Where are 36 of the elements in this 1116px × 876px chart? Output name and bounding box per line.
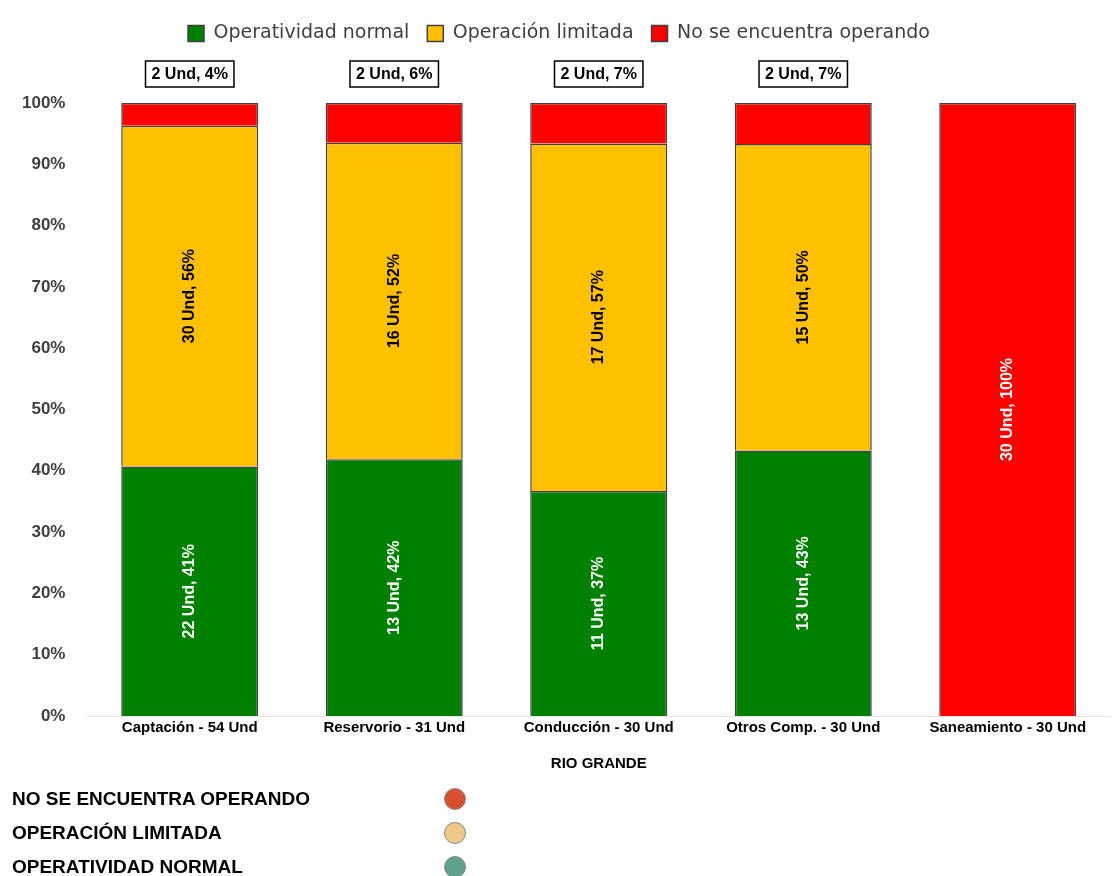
data-label: 2 Und, 7% xyxy=(560,65,637,83)
data-label: 2 Und, 4% xyxy=(151,65,228,83)
text: OPERATIVIDAD NORMAL xyxy=(12,856,244,876)
x-tick-label: Otros Comp. - 30 Und xyxy=(726,718,881,736)
y-tick-label: 70% xyxy=(31,276,66,296)
x-tick-label: Saneamiento - 30 Und xyxy=(929,718,1087,736)
data-label: 13 Und, 42% xyxy=(384,540,402,635)
y-tick-label: 100% xyxy=(22,92,66,112)
legend-label: No se encuentra operando xyxy=(677,20,930,43)
y-tick-label: 50% xyxy=(31,399,66,419)
data-label: 16 Und, 52% xyxy=(384,253,402,349)
y-tick-label: 80% xyxy=(31,215,66,235)
y-tick-label: 30% xyxy=(31,521,66,541)
data-label: 22 Und, 41% xyxy=(180,544,198,639)
data-label: 11 Und, 37% xyxy=(589,556,607,651)
legend-label: Operación limitada xyxy=(452,20,634,43)
data-label: 2 Und, 7% xyxy=(765,65,842,83)
text: OPERACIÓN LIMITADA xyxy=(12,822,223,844)
data-label: 30 Und, 100% xyxy=(998,357,1016,462)
x-tick-label: Captación - 54 Und xyxy=(121,718,258,736)
data-label: 2 Und, 6% xyxy=(356,65,433,83)
y-tick-label: 10% xyxy=(31,644,66,664)
x-tick-label: Reservorio - 31 Und xyxy=(323,718,466,736)
y-tick-label: 20% xyxy=(31,583,66,603)
legend-label: Operatividad normal xyxy=(213,20,410,43)
data-label: 15 Und, 50% xyxy=(793,250,811,345)
text: RIO GRANDE xyxy=(550,754,647,772)
y-tick-label: 60% xyxy=(31,337,66,357)
data-label: 30 Und, 56% xyxy=(180,248,198,344)
data-label: 17 Und, 57% xyxy=(589,270,607,365)
y-tick-label: 40% xyxy=(31,460,66,480)
y-tick-label: 90% xyxy=(31,153,66,173)
y-tick-label: 0% xyxy=(40,705,66,725)
text: NO SE ENCUENTRA OPERANDO xyxy=(12,788,312,810)
data-label: 13 Und, 43% xyxy=(793,536,811,631)
x-tick-label: Conducción - 30 Und xyxy=(523,718,674,736)
